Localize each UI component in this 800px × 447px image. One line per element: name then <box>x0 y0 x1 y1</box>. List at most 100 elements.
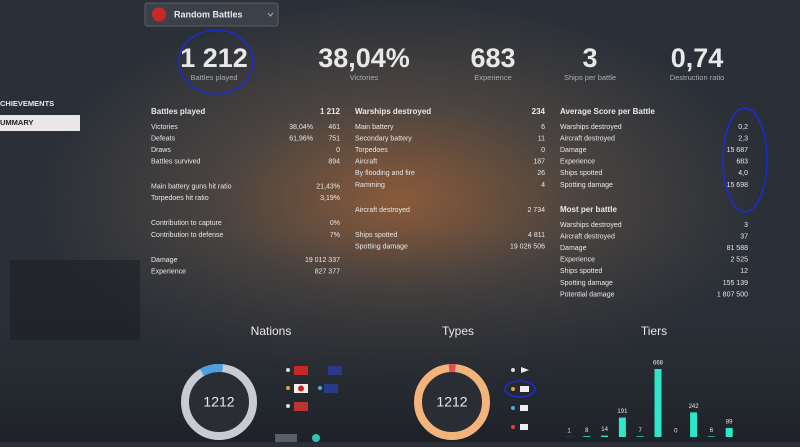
stat-value: 37 <box>740 233 748 240</box>
stat-value: 0% <box>330 220 340 227</box>
stat-label: Warships destroyed <box>560 222 622 229</box>
stat-value: 683 <box>736 159 748 166</box>
donut-center: 1212 <box>436 394 467 410</box>
stat-label: Victories <box>151 124 178 131</box>
section-title: Battles played <box>151 107 205 116</box>
stat-value: 155 139 <box>723 280 748 287</box>
stat-percent: 61,96% <box>289 135 313 142</box>
stat-value: 11 <box>538 135 545 142</box>
stat-label: Damage <box>560 147 587 154</box>
stat-value: 0,2 <box>738 124 748 131</box>
chart-title: Types <box>442 324 474 338</box>
summary-label: Experience <box>474 73 512 82</box>
summary-label: Victories <box>350 73 379 82</box>
stat-value: 81 588 <box>727 245 749 252</box>
tier-bar <box>655 369 662 437</box>
summary-label: Battles played <box>190 73 237 82</box>
stat-value: 15 698 <box>727 182 749 189</box>
summary-value: 683 <box>470 43 515 73</box>
stat-label: Torpedoes hit ratio <box>151 195 209 202</box>
stat-value: 12 <box>740 268 748 275</box>
stat-label: Aircraft <box>355 159 377 166</box>
stat-label: Torpedoes <box>355 147 388 154</box>
tier-count: 89 <box>726 420 733 426</box>
stat-percent: 38,04% <box>289 124 313 131</box>
donut-center: 1212 <box>203 394 234 410</box>
stat-label: Secondary battery <box>355 135 412 142</box>
stat-label: Contribution to defense <box>151 232 223 239</box>
summary-value: 0,74 <box>671 43 724 73</box>
section-total: 1 212 <box>320 107 341 116</box>
stat-value: 2 734 <box>527 207 545 214</box>
stat-value: 19 026 506 <box>510 243 545 250</box>
stat-value: 751 <box>328 135 340 142</box>
stat-label: Warships destroyed <box>560 124 622 131</box>
stat-label: Experience <box>560 257 595 264</box>
stat-label: Aircraft destroyed <box>560 135 615 142</box>
stat-value: 827 377 <box>315 268 340 275</box>
stat-value: 6 <box>541 124 545 131</box>
stat-label: Experience <box>560 159 595 166</box>
stat-value: 3 <box>744 222 748 229</box>
stat-label: Battles survived <box>151 159 201 166</box>
mode-icon <box>152 8 166 22</box>
section-title: Most per battle <box>560 205 617 214</box>
stat-value: 461 <box>328 124 340 131</box>
stat-value: 1 807 500 <box>717 291 748 298</box>
stat-label: Defeats <box>151 135 176 142</box>
stat-value: 2,3 <box>738 135 748 142</box>
stat-label: Damage <box>560 245 587 252</box>
stat-label: Contribution to capture <box>151 220 222 227</box>
tier-bar <box>690 412 697 437</box>
stat-label: Main battery guns hit ratio <box>151 184 232 191</box>
section-title: Warships destroyed <box>355 107 431 116</box>
stat-label: Ships spotted <box>560 170 603 177</box>
tier-bar <box>708 436 715 437</box>
stat-value: 894 <box>328 159 340 166</box>
summary-value: 1 212 <box>180 43 248 73</box>
summary-label: Destruction ratio <box>670 73 725 82</box>
menu-item[interactable]: UMMARY <box>0 118 33 127</box>
mode-label: Random Battles <box>174 9 243 19</box>
stat-label: By flooding and fire <box>355 170 415 177</box>
stat-value: 187 <box>533 159 545 166</box>
summary-value: 38,04% <box>318 43 410 73</box>
chart-title: Tiers <box>641 324 667 338</box>
stat-label: Potential damage <box>560 291 615 298</box>
stat-value: 3,19% <box>320 195 340 202</box>
stat-label: Spotting damage <box>355 243 408 250</box>
stat-value: 2 525 <box>730 257 748 264</box>
tier-count: 191 <box>617 409 628 415</box>
summary-value: 3 <box>582 43 597 73</box>
tier-count: 668 <box>653 361 664 367</box>
stat-label: Experience <box>151 268 186 275</box>
stat-value: 21,43% <box>316 184 340 191</box>
section-total: 234 <box>532 107 546 116</box>
section-title: Average Score per Battle <box>560 107 655 116</box>
stat-value: 0 <box>336 147 340 154</box>
stat-value: 7% <box>330 232 340 239</box>
background-ship <box>10 260 140 340</box>
stat-label: Ramming <box>355 182 385 189</box>
stat-value: 4,0 <box>738 170 748 177</box>
stat-label: Spotting damage <box>560 280 613 287</box>
tier-bar <box>601 436 608 437</box>
stat-label: Spotting damage <box>560 182 613 189</box>
tier-count: 14 <box>601 427 608 433</box>
stat-value: 26 <box>537 170 545 177</box>
tier-bar <box>637 436 644 437</box>
tier-count: 242 <box>689 404 700 410</box>
stat-label: Main battery <box>355 124 394 131</box>
chart-title: Nations <box>251 324 292 338</box>
stat-value: 4 811 <box>528 232 545 239</box>
stat-value: 4 <box>541 182 545 189</box>
tier-bar <box>619 418 626 437</box>
menu-item[interactable]: CHIEVEMENTS <box>0 99 54 108</box>
tier-bar <box>726 428 733 437</box>
summary-label: Ships per battle <box>564 73 616 82</box>
stat-label: Draws <box>151 147 171 154</box>
stat-value: 0 <box>541 147 545 154</box>
stat-label: Damage <box>151 257 178 264</box>
